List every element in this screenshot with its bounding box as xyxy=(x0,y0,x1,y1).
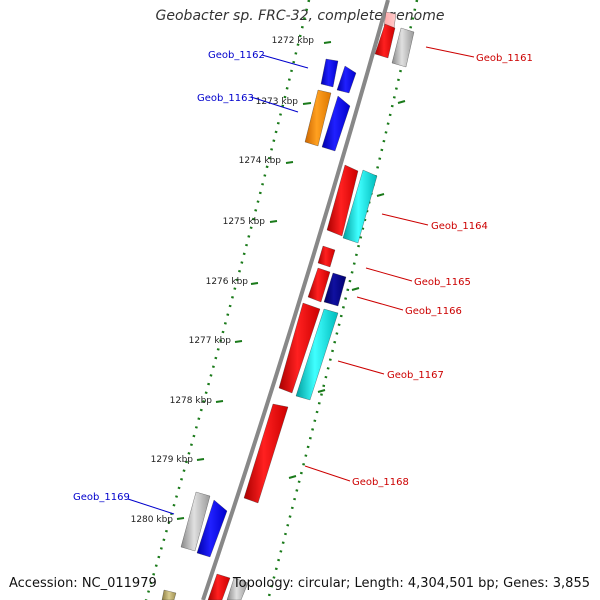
gene-blue-1163b[interactable] xyxy=(321,95,351,152)
inner-tick-ring xyxy=(144,0,311,600)
gene-geob-1166[interactable] xyxy=(323,272,347,307)
gene-geob-1165[interactable] xyxy=(317,245,336,268)
gene-label-geob-1168[interactable]: Geob_1168 xyxy=(352,477,409,488)
tick-label-1277: 1277 kbp xyxy=(189,336,232,346)
tick-label-1278: 1278 kbp xyxy=(170,396,213,406)
gene-label-geob-1164[interactable]: Geob_1164 xyxy=(431,221,488,232)
gene-label-geob-1165[interactable]: Geob_1165 xyxy=(414,277,471,288)
gene-red-1167a[interactable] xyxy=(278,302,321,394)
tick-label-1276: 1276 kbp xyxy=(206,277,249,287)
gene-geob-1164[interactable] xyxy=(326,164,359,237)
tick-label-1273: 1273 kbp xyxy=(256,97,299,107)
accession-text: Accession: NC_011979 xyxy=(9,576,157,591)
gene-blue-1169b[interactable] xyxy=(196,499,228,558)
gene-olive[interactable] xyxy=(161,589,177,600)
gene-label-geob-1166[interactable]: Geob_1166 xyxy=(405,306,462,317)
gene-blue-small[interactable] xyxy=(336,65,357,94)
gene-gray-1161b[interactable] xyxy=(391,27,415,68)
gene-label-geob-1163[interactable]: Geob_1163 xyxy=(197,93,254,104)
tick-label-1279: 1279 kbp xyxy=(151,455,194,465)
gene-red-bottom[interactable] xyxy=(207,573,231,600)
tick-marks xyxy=(176,41,406,520)
gene-cyan-1164b[interactable] xyxy=(342,169,378,244)
map-title: Geobacter sp. FRC-32, complete genome xyxy=(155,8,445,24)
gene-red-1166a[interactable] xyxy=(307,267,331,303)
gene-geob-1167[interactable] xyxy=(295,308,339,401)
gene-gray-bottom[interactable] xyxy=(226,577,249,600)
tick-label-1274: 1274 kbp xyxy=(239,156,282,166)
outer-tick-ring xyxy=(266,0,419,600)
gene-geob-1162[interactable] xyxy=(320,58,339,88)
gene-geob-1168[interactable] xyxy=(243,403,289,504)
tick-label-1280: 1280 kbp xyxy=(131,515,174,525)
gene-label-geob-1162[interactable]: Geob_1162 xyxy=(208,50,265,61)
gene-label-geob-1169[interactable]: Geob_1169 xyxy=(73,492,130,503)
genome-backbone xyxy=(201,0,390,600)
tick-label-1275: 1275 kbp xyxy=(223,217,266,227)
gene-label-geob-1167[interactable]: Geob_1167 xyxy=(387,370,444,381)
tick-label-1272: 1272 kbp xyxy=(272,36,315,46)
gene-geob-1163[interactable] xyxy=(304,89,332,147)
gene-label-geob-1161[interactable]: Geob_1161 xyxy=(476,53,533,64)
gene-geob-1169[interactable] xyxy=(180,491,211,552)
minus-strand-genes xyxy=(161,58,357,600)
genome-summary-text: Topology: circular; Length: 4,304,501 bp… xyxy=(232,576,590,591)
gene-geob-1161[interactable] xyxy=(374,23,396,59)
plus-strand-genes xyxy=(207,11,415,600)
label-connectors xyxy=(127,46,475,515)
